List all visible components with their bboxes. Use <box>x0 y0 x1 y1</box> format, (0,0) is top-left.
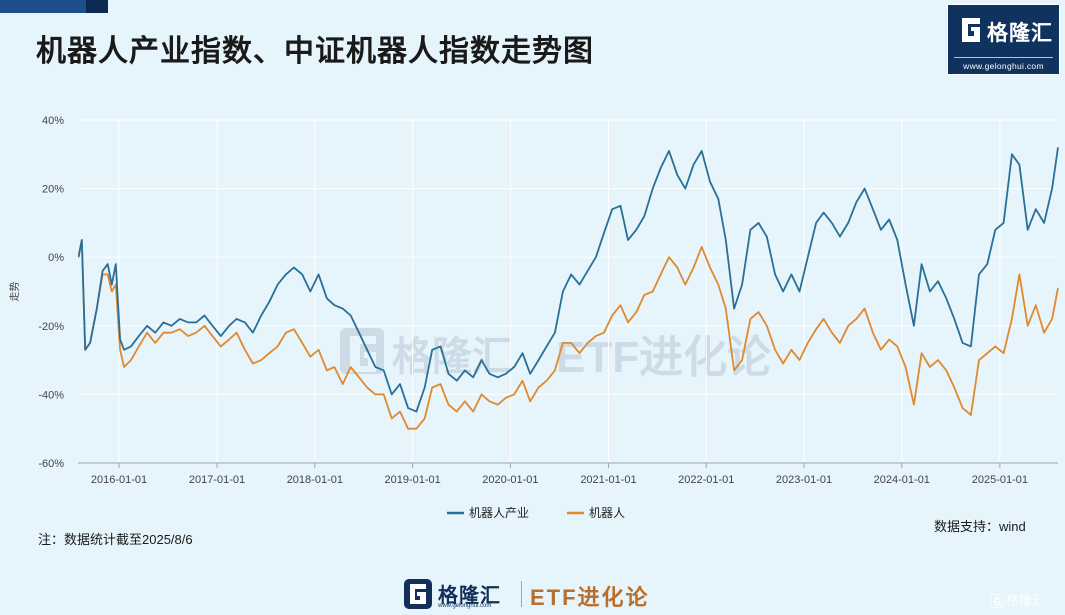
x-tick-label: 2021-01-01 <box>580 474 636 486</box>
y-tick-label: -40% <box>38 389 64 401</box>
gelonghui-g-icon <box>962 18 980 42</box>
page-title: 机器人产业指数、中证机器人指数走势图 <box>36 35 594 68</box>
footer-g-icon <box>404 579 432 609</box>
logo-brand-name: 格隆汇 <box>987 22 1053 45</box>
watermark-g-icon <box>990 594 1004 608</box>
chart-axes: 40% 20% 0% -20% -40% -60% 2016-01-01 2017-01-01… <box>8 115 1058 486</box>
chart-legend: 机器人产业 机器人 <box>447 506 625 520</box>
y-tick-label: -60% <box>38 458 64 470</box>
y-tick-label: 40% <box>42 115 64 127</box>
x-tick-label: 2020-01-01 <box>482 474 538 486</box>
series-line-robot <box>78 239 1059 430</box>
y-tick-label: -20% <box>38 321 64 333</box>
footer-brand-name: 格隆汇 <box>438 585 501 607</box>
data-cutoff-note: 注：数据统计截至2025/8/6 <box>38 532 193 547</box>
series-line-industry <box>78 147 1059 413</box>
data-source: 数据支持：wind <box>934 519 1026 534</box>
corner-watermark: 格隆汇 <box>990 590 1045 609</box>
footer-url: www.gelonghui.com <box>438 603 492 609</box>
logo-url: www.gelonghui.com <box>963 61 1044 71</box>
chart-series <box>78 147 1059 430</box>
top-accent-bar <box>0 0 108 13</box>
y-axis-label: 走势 <box>8 282 21 302</box>
y-tick-label: 0% <box>48 252 64 264</box>
chart-grid <box>78 119 1058 464</box>
chart-watermark-brand: 格隆汇 <box>392 335 512 379</box>
x-tick-label: 2019-01-01 <box>384 474 440 486</box>
x-tick-label: 2024-01-01 <box>874 474 930 486</box>
footer-divider <box>521 581 522 607</box>
x-tick-label: 2023-01-01 <box>776 474 832 486</box>
gelonghui-logo: 格隆汇 www.gelonghui.com <box>947 4 1060 75</box>
logo-divider <box>954 57 1053 58</box>
watermark-text: 格隆汇 <box>1006 593 1046 608</box>
x-tick-label: 2016-01-01 <box>91 474 147 486</box>
footer-tagline: ETF进化论 <box>530 585 650 610</box>
legend-label: 机器人产业 <box>469 506 529 520</box>
x-tick-label: 2017-01-01 <box>189 474 245 486</box>
y-tick-label: 20% <box>42 184 64 196</box>
x-tick-label: 2025-01-01 <box>972 474 1028 486</box>
top-accent-block <box>86 0 108 13</box>
chart-watermark-tagline: ETF进化论 <box>556 333 772 382</box>
x-tick-label: 2022-01-01 <box>678 474 734 486</box>
footer-logo: 格隆汇 www.gelonghui.com ETF进化论 <box>404 577 694 611</box>
x-tick-label: 2018-01-01 <box>287 474 343 486</box>
legend-label: 机器人 <box>589 506 625 520</box>
